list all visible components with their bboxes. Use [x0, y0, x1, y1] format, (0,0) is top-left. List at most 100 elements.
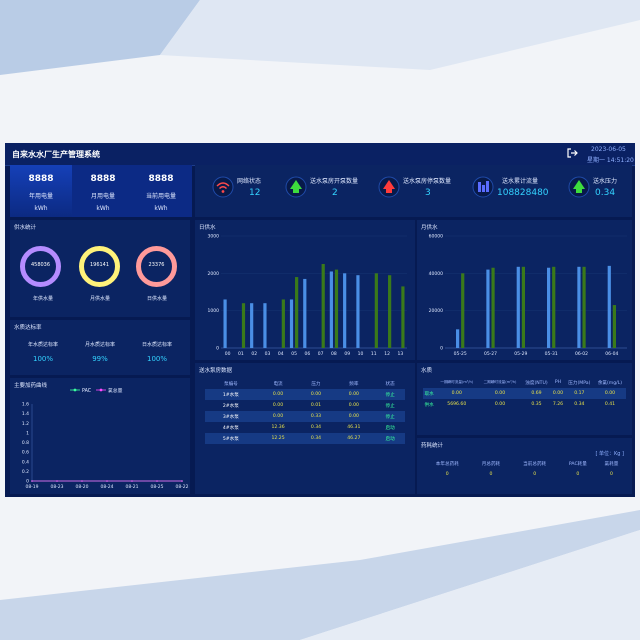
column-header: 泵编号 — [223, 381, 238, 387]
unit-label: [ 单位：Kg ] — [595, 451, 624, 457]
y-tick-label: 1.6 — [22, 402, 29, 408]
top-stats-panel — [195, 165, 632, 217]
x-tick-label: 08-22 — [175, 484, 188, 490]
table-row[interactable]: 5#水泵 12.25 0.34 46.27 启动 — [205, 433, 405, 444]
table-cell: 5#水泵 — [205, 433, 257, 444]
y-tick-label: 0 — [216, 346, 219, 352]
x-tick-label: 03 — [265, 351, 271, 357]
chart-bar — [577, 266, 581, 348]
table-cell: 2#水泵 — [222, 403, 239, 409]
table-cell: 0.17 — [564, 388, 594, 399]
chart-bar — [374, 273, 378, 348]
stat-value: 3 — [425, 188, 431, 198]
x-tick-label: 13 — [397, 351, 403, 357]
chart-bar — [552, 266, 556, 348]
table-cell: 0.00 — [332, 389, 376, 400]
chart-bar — [223, 299, 227, 348]
rate-value: 100% — [146, 355, 167, 363]
table-cell: 0.00 — [348, 403, 359, 408]
y-tick-label: 0 — [440, 346, 443, 352]
time-text: 星期一 14:51:20 — [587, 157, 634, 164]
panel-title: 送水泵房数据 — [199, 368, 233, 374]
chart-bar — [241, 303, 246, 348]
y-tick-label: 1.2 — [22, 421, 29, 427]
chart-bar — [491, 267, 495, 348]
table-cell: 0.35 — [531, 402, 542, 407]
panel-title: 水质达标率 — [14, 325, 42, 331]
column-header: 二期瞬时流量(m³/h) — [483, 380, 517, 384]
dashboard: 自来水水厂生产管理系统 2023-06-05 星期一 14:51:20 8888… — [5, 143, 635, 497]
table-row[interactable]: 4#水泵 12.36 0.34 46.31 启动 — [205, 422, 405, 433]
table-row[interactable]: 2#水泵 0.00 0.01 0.00 停止 — [205, 400, 405, 411]
table-cell: 3#水泵 — [205, 411, 257, 422]
table-cell: 0.00 — [256, 411, 300, 422]
column-header: PAC耗量 — [568, 461, 587, 467]
column-header: 本年总药耗 — [435, 461, 459, 467]
column-header: 浊度(NTU) — [525, 380, 548, 386]
table-cell: 0.00 — [435, 388, 479, 399]
table-cell: 0.33 — [299, 411, 333, 422]
y-tick-label: 1000 — [208, 308, 220, 314]
stat-value: 0.34 — [595, 188, 616, 198]
column-header: 月总药耗 — [481, 461, 501, 467]
x-tick-label: 08-19 — [25, 484, 38, 490]
status-cell: 启动 — [375, 433, 405, 444]
data-point — [156, 480, 158, 482]
ring-label: 日供水量 — [146, 296, 167, 302]
table-row[interactable]: 供水 5696.60 0.00 0.35 7.26 0.34 0.41 — [423, 399, 626, 410]
pressure-icon — [568, 176, 590, 198]
table-row[interactable]: 取水 0.00 0.00 0.69 0.00 0.17 0.00 — [423, 388, 626, 399]
date-text: 2023-06-05 — [591, 146, 626, 153]
logout-icon[interactable] — [566, 147, 578, 159]
stat-card-month: 8888 月用电量 kWh — [72, 165, 134, 217]
x-tick-label: 08-23 — [50, 484, 63, 490]
stat-unit: kWh — [96, 205, 110, 212]
stat-label: 送水累计流量 — [502, 178, 539, 185]
chart-bar — [334, 269, 339, 348]
stat-value: 8888 — [90, 174, 116, 184]
table-cell: 0.69 — [521, 388, 552, 399]
x-tick-label: 07 — [318, 351, 324, 357]
monthly-supply-chart: 月供水 0 20000 40000 60000 05-25 05-27 05-29 05-31 0… — [421, 223, 627, 357]
legend-label: PAC — [82, 388, 92, 394]
panel-title: 水质 — [421, 368, 433, 374]
table-cell: 1#水泵 — [205, 389, 257, 400]
chart-bar — [547, 267, 551, 348]
y-tick-label: 0 — [26, 479, 29, 485]
table-cell: 4#水泵 — [222, 425, 239, 431]
table-row[interactable]: 3#水泵 0.00 0.33 0.00 停止 — [205, 411, 405, 422]
table-cell: 0.00 — [299, 389, 333, 400]
chart-bar — [401, 286, 405, 348]
chart-bar — [461, 273, 465, 348]
y-tick-label: 3000 — [208, 234, 220, 240]
wifi-icon — [212, 176, 234, 198]
chart-bar — [289, 299, 294, 348]
legend-marker — [73, 388, 77, 392]
chart-bar — [321, 264, 325, 348]
table-cell: 0.00 — [256, 389, 300, 400]
pump-off-icon — [378, 176, 400, 198]
x-tick-label: 06-04 — [605, 351, 618, 357]
table-cell: 46.31 — [347, 425, 361, 430]
data-point — [106, 480, 108, 482]
status-cell: 启动 — [385, 425, 395, 431]
dosing-panel: 主要加药曲线 — [10, 378, 190, 494]
x-tick-label: 05-25 — [454, 351, 467, 357]
chart-bar — [303, 278, 307, 348]
data-point — [81, 480, 83, 482]
stat-value: 12 — [249, 188, 261, 198]
chart-bar — [582, 266, 586, 348]
table-cell: 0.01 — [310, 403, 322, 408]
table-row[interactable]: 1#水泵 0.00 0.00 0.00 停止 — [205, 389, 405, 400]
rate-label: 月水质达标率 — [84, 342, 115, 348]
table-cell: 12.25 — [256, 433, 300, 444]
stat-value: 2 — [332, 188, 338, 198]
table-cell: 0.00 — [332, 411, 376, 422]
quality-rate-panel: 水质达标率 — [10, 320, 190, 375]
table-cell: 0 — [609, 472, 613, 477]
dosing-chart: PAC 氯总量 0 0.2 0.4 0.6 0.8 1 1.2 1.4 1.6 08-19 08-23 0… — [22, 387, 189, 490]
stat-unit: kWh — [34, 205, 48, 212]
column-header: 压力(MPa) — [568, 380, 591, 386]
x-tick-label: 05 — [291, 351, 297, 357]
table-cell: 5696.60 — [447, 402, 467, 407]
